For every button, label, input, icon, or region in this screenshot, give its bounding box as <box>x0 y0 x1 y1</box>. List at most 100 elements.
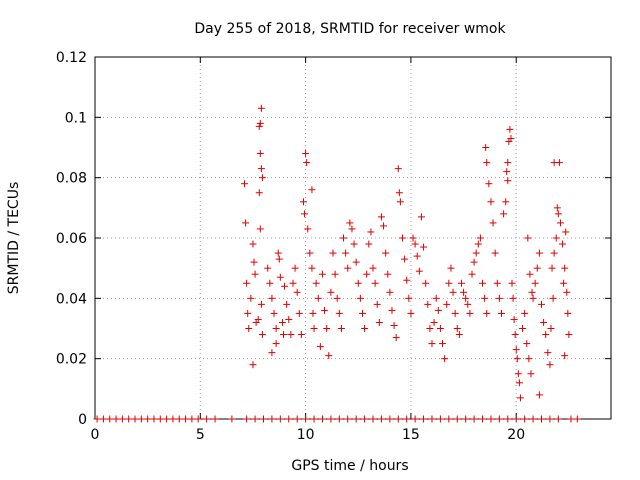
data-point <box>426 325 434 332</box>
data-point <box>361 325 369 332</box>
data-point <box>497 309 505 317</box>
data-point <box>519 325 527 332</box>
data-point <box>489 219 497 227</box>
data-point <box>527 370 535 378</box>
data-point <box>386 415 394 423</box>
data-point <box>308 264 316 272</box>
data-point <box>302 150 310 158</box>
data-point <box>449 288 457 296</box>
data-point <box>211 415 219 423</box>
data-point <box>515 379 523 387</box>
x-tick-label: 15 <box>402 427 420 443</box>
data-point <box>118 415 126 423</box>
data-point <box>329 249 337 257</box>
data-point <box>106 415 114 423</box>
data-point <box>562 228 570 236</box>
data-point <box>337 325 345 332</box>
data-point <box>350 240 358 248</box>
data-point <box>540 318 548 326</box>
data-point <box>432 294 440 302</box>
data-point <box>388 306 396 314</box>
data-point <box>156 415 164 423</box>
data-point <box>256 119 264 127</box>
data-point <box>509 294 517 302</box>
data-point <box>466 309 474 317</box>
data-point <box>453 325 461 332</box>
data-point <box>310 415 318 423</box>
data-point <box>259 415 267 423</box>
data-point <box>169 415 177 423</box>
data-point <box>281 282 289 290</box>
data-point <box>491 249 499 257</box>
data-point <box>268 349 276 357</box>
data-point <box>327 415 335 423</box>
data-point <box>268 294 276 302</box>
data-point <box>257 300 265 308</box>
data-point <box>266 279 274 287</box>
data-point <box>441 355 449 363</box>
data-point <box>254 315 262 323</box>
data-point <box>457 279 465 287</box>
data-point <box>346 219 354 227</box>
data-point <box>241 180 249 188</box>
data-point <box>278 318 286 326</box>
data-point <box>485 180 493 188</box>
data-point <box>323 325 331 332</box>
data-point <box>302 415 310 423</box>
data-point <box>369 264 377 272</box>
y-tick-label: 0.08 <box>56 171 87 187</box>
data-point <box>354 279 362 287</box>
data-point <box>257 165 265 173</box>
data-point <box>363 270 371 278</box>
data-point <box>251 415 259 423</box>
data-point <box>476 234 484 242</box>
data-point <box>243 415 251 423</box>
data-point <box>289 279 297 287</box>
data-point <box>390 321 398 329</box>
data-point <box>535 391 543 399</box>
data-point <box>279 331 287 339</box>
data-point <box>309 309 317 317</box>
data-point <box>242 219 250 227</box>
data-point <box>249 361 257 369</box>
data-point <box>93 415 101 423</box>
data-point <box>453 415 461 423</box>
data-point <box>430 318 438 326</box>
data-point <box>511 331 519 339</box>
data-point <box>428 340 436 348</box>
data-point <box>249 240 257 248</box>
data-point <box>285 415 293 423</box>
data-point <box>256 225 264 233</box>
data-point <box>270 309 278 317</box>
data-point <box>125 415 133 423</box>
data-point <box>525 355 533 363</box>
data-point <box>521 309 529 317</box>
data-point <box>544 349 552 357</box>
data-point <box>321 306 329 314</box>
data-point <box>537 415 545 423</box>
data-point <box>555 159 563 167</box>
data-point <box>131 415 139 423</box>
data-point <box>422 279 430 287</box>
data-point <box>546 361 554 369</box>
data-point <box>439 340 447 348</box>
data-points <box>93 104 581 423</box>
data-point <box>401 255 409 263</box>
y-axis-label: SRMTID / TECUs <box>6 182 22 295</box>
data-point <box>247 294 255 302</box>
data-point <box>274 249 282 257</box>
data-point <box>567 415 575 423</box>
data-point <box>535 249 543 257</box>
data-point <box>276 273 284 281</box>
data-point <box>529 294 537 302</box>
data-point <box>394 165 402 173</box>
data-point <box>251 270 259 278</box>
data-point <box>258 174 266 182</box>
data-point <box>470 415 478 423</box>
data-point <box>369 415 377 423</box>
data-point <box>495 415 503 423</box>
data-point <box>513 355 521 363</box>
data-point <box>314 294 322 302</box>
data-point <box>445 279 453 287</box>
data-point <box>479 415 487 423</box>
